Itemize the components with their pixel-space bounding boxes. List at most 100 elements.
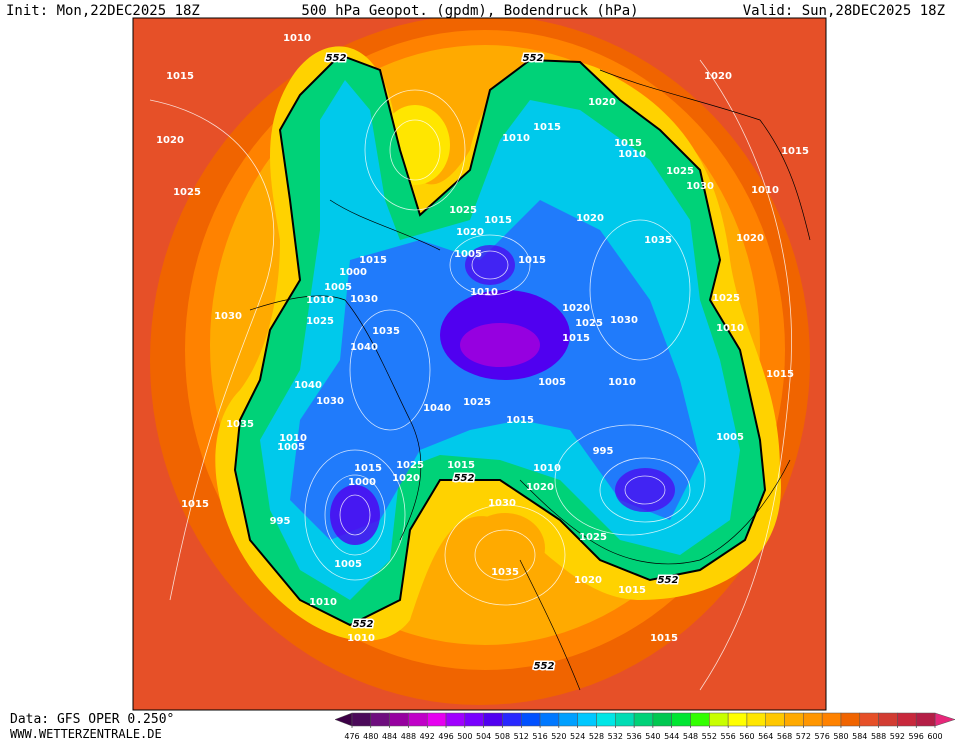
colorbar-bin [727, 712, 748, 727]
isobar-label: 1025 [449, 205, 477, 216]
isobar-label: 1005 [454, 249, 482, 260]
colorbar-bin [558, 712, 578, 727]
isobar-label: 1020 [562, 303, 590, 314]
low-center [330, 485, 380, 545]
coastlines [249, 69, 811, 691]
isobar-label: 995 [593, 446, 614, 457]
isobar-label: 1010 [279, 433, 307, 444]
isobar-label: 1015 [650, 633, 678, 644]
isobar-label: 1030 [214, 311, 242, 322]
isobar-label: 1015 [562, 333, 590, 344]
isobar-label: 1010 [716, 323, 744, 334]
isobar-label: 1040 [294, 380, 322, 391]
colorbar-tick-label: 492 [420, 732, 435, 741]
isobar-label: 1015 [484, 215, 512, 226]
colorbar-tick-label: 496 [438, 732, 453, 741]
map-title: 500 hPa Geopot. (gpdm), Bodendruck (hPa) [301, 3, 638, 19]
colorbar-tick-label: 576 [815, 732, 830, 741]
isobar-label: 1020 [576, 213, 604, 224]
isobar-label: 1025 [712, 293, 740, 304]
colorbar-tick-label: 588 [871, 732, 886, 741]
contour-label: 552 [658, 575, 679, 586]
colorbar-tick-label: 528 [589, 732, 604, 741]
isobar-label: 1015 [618, 585, 646, 596]
colorbar-bin [408, 712, 428, 727]
colorbar-bin [445, 712, 466, 727]
colorbar-tick-label: 488 [401, 732, 416, 741]
isobar-label: 1020 [588, 97, 616, 108]
isobar-label: 1025 [575, 318, 603, 329]
map [132, 17, 827, 711]
colorbar-bin [746, 712, 766, 727]
colorbar-bin [596, 712, 616, 727]
isobar-label: 1015 [781, 146, 809, 157]
colorbar-bin [633, 712, 654, 727]
colorbar-tick-label: 544 [664, 732, 679, 741]
contour-label: 552 [454, 473, 475, 484]
colorbar-bin [577, 712, 597, 727]
colorbar-tick-label: 568 [777, 732, 792, 741]
colorbar-tick-label: 520 [551, 732, 566, 741]
isobar-label: 1005 [324, 282, 352, 293]
colorbar-tick-label: 480 [363, 732, 378, 741]
colorbar-bin [615, 712, 635, 727]
isobar-label: 1015 [533, 122, 561, 133]
colorbar-bin [765, 712, 785, 727]
colorbar-tick-label: 592 [890, 732, 905, 741]
colorbar-bin [370, 712, 390, 727]
isobar-label: 1025 [666, 166, 694, 177]
isobar-label: 1010 [309, 597, 337, 608]
colorbar-tick-label: 484 [382, 732, 397, 741]
colorbar-tick-label: 548 [683, 732, 698, 741]
colorbar-bin [351, 712, 372, 727]
colorbar-bin [840, 712, 861, 727]
contour-label: 552 [534, 661, 555, 672]
isobar-label: 1035 [226, 419, 254, 430]
colorbar-tick-label: 584 [852, 732, 867, 741]
isobar-label: 1010 [502, 133, 530, 144]
isobar-label: 1025 [396, 460, 424, 471]
contour-label: 552 [353, 619, 374, 630]
colorbar-tick-label: 536 [626, 732, 641, 741]
data-source: Data: GFS OPER 0.250° [10, 712, 174, 727]
isobar-label: 1005 [538, 377, 566, 388]
isobar-label: 1020 [456, 227, 484, 238]
isobar-label: 1020 [392, 473, 420, 484]
colorbar-bin [483, 712, 503, 727]
isobar-label: 1010 [306, 295, 334, 306]
isobar-label: 1030 [686, 181, 714, 192]
isobar-label: 1020 [736, 233, 764, 244]
isobar-label: 1010 [751, 185, 779, 196]
colorbar-bin [878, 712, 898, 727]
isobar-label: 1040 [350, 342, 378, 353]
colorbar-tick-label: 532 [608, 732, 623, 741]
isobar-label: 1015 [354, 463, 382, 474]
isobar-label: 1015 [614, 138, 642, 149]
colorbar-bin [821, 712, 842, 727]
valid-time: Valid: Sun,28DEC2025 18Z [743, 3, 945, 19]
isobar-label: 1035 [372, 326, 400, 337]
isobar-label: 1015 [766, 369, 794, 380]
isobar-label: 1030 [316, 396, 344, 407]
isobar-label: 1020 [704, 71, 732, 82]
isobar-label: 1005 [334, 559, 362, 570]
colorbar-bin [709, 712, 729, 727]
colorbar-tick-label: 500 [457, 732, 472, 741]
init-time: Init: Mon,22DEC2025 18Z [6, 3, 200, 19]
low-center [615, 468, 675, 512]
site-url: WWW.WETTERZENTRALE.DE [10, 727, 162, 741]
isobar-label: 1010 [608, 377, 636, 388]
map-frame [132, 17, 827, 711]
colorbar-bin [426, 712, 447, 727]
colorbar-tick-label: 512 [514, 732, 529, 741]
colorbar-bin [915, 712, 936, 727]
isobar-label: 1010 [470, 287, 498, 298]
colorbar-bin [690, 712, 710, 727]
colorbar-tick-label: 564 [758, 732, 773, 741]
isobar-label: 1000 [339, 267, 367, 278]
colorbar-bin [859, 712, 879, 727]
colorbar-bin [502, 712, 522, 727]
colorbar-bin [671, 712, 691, 727]
